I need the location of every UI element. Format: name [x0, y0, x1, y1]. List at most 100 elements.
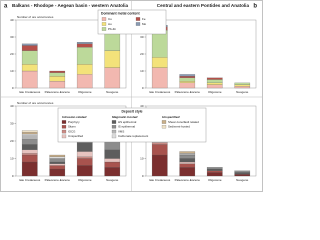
- legend-label: Au: [108, 22, 112, 26]
- bar-segment: [21, 135, 38, 140]
- panel-title: Central and eastern Pontides and Anatoli…: [157, 3, 250, 8]
- bar-segment: [104, 158, 121, 163]
- bar-segment: [21, 149, 38, 154]
- legend-swatch: [111, 129, 117, 134]
- bar-segment: [179, 82, 196, 89]
- legend-label: VMS: [118, 129, 124, 133]
- bar-segment: [234, 84, 251, 87]
- bar-segment: [104, 50, 121, 68]
- legend-swatch: [135, 17, 141, 21]
- bar-segment: [21, 70, 38, 89]
- legend-swatch: [61, 129, 67, 134]
- legend-label: Sediment-hosted: [168, 125, 190, 129]
- x-tick-label: late Cretaceous: [19, 178, 41, 182]
- figure: a Balkans - Rhodope - Aegean basin - west…: [0, 0, 263, 192]
- legend-group: Unspecified: [162, 115, 180, 119]
- bar-segment: [21, 144, 38, 150]
- x-tick-label: Oligocene: [208, 178, 222, 182]
- y-tick-label: 30: [140, 35, 144, 39]
- y-tick-label: 20: [10, 52, 14, 56]
- bar-segment: [76, 151, 93, 157]
- bar-segment: [179, 151, 196, 154]
- bar-segment: [76, 74, 93, 89]
- y-tick-label: 20: [140, 52, 144, 56]
- bar-segment: [206, 79, 223, 84]
- legend-label: IS epithermal: [118, 125, 135, 129]
- legend-label: Cu: [108, 17, 112, 21]
- bar-segment: [206, 168, 223, 171]
- legend-swatch: [101, 17, 107, 21]
- bar-segment: [234, 82, 251, 85]
- bar-segment: [76, 165, 93, 177]
- y-tick-label: 10: [10, 156, 14, 160]
- bar-segment: [76, 158, 93, 166]
- bar-segment: [179, 163, 196, 168]
- bar-segment: [179, 167, 196, 177]
- bar-segment: [21, 132, 38, 135]
- panel-label: a: [4, 4, 8, 10]
- legend-label: Unspecified: [68, 134, 83, 138]
- bar-segment: [76, 156, 93, 159]
- legend-group: Magmatic-hosted: [112, 115, 138, 119]
- bar-segment: [104, 167, 121, 177]
- bar-segment: [49, 168, 66, 177]
- bar-segment: [49, 156, 66, 159]
- bar-segment: [179, 74, 196, 77]
- bar-segment: [76, 47, 93, 65]
- legend-title: Deposit style: [121, 109, 142, 113]
- y-tick-label: 10: [140, 69, 144, 73]
- legend-group: Intrusion-related: [62, 115, 87, 119]
- y-tick-label: 40: [10, 104, 14, 108]
- legend-title: Dominant metal content: [101, 11, 140, 15]
- legend-label: Skarn: [68, 125, 76, 129]
- bar-segment: [151, 30, 168, 58]
- y-tick-label: 30: [10, 121, 14, 125]
- bar-segment: [206, 172, 223, 177]
- legend-label: HS epithermal: [118, 120, 137, 124]
- bar-segment: [179, 154, 196, 159]
- legend-swatch: [101, 22, 107, 26]
- x-tick-label: Neogene: [106, 178, 119, 182]
- x-tick-label: Neogene: [236, 178, 249, 182]
- bar-segment: [49, 81, 66, 89]
- bar-segment: [49, 154, 66, 157]
- legend-box: [57, 107, 207, 143]
- bar-segment: [206, 170, 223, 173]
- legend-swatch: [111, 125, 117, 129]
- bar-segment: [151, 57, 168, 68]
- legend-label: Mo: [142, 22, 146, 26]
- x-tick-label: Oligocene: [78, 178, 92, 182]
- bar-segment: [21, 133, 38, 136]
- x-tick-label: Neogene: [236, 90, 249, 94]
- x-tick-label: late Cretaceous: [149, 178, 171, 182]
- legend-label: Porphyry: [68, 120, 80, 124]
- bar-segment: [234, 174, 251, 177]
- bar-segment: [21, 50, 38, 65]
- y-axis-label: Number of ore occurrences: [17, 15, 54, 19]
- y-tick-label: 0: [12, 174, 14, 178]
- bar-segment: [234, 170, 251, 173]
- x-tick-label: Paleocene-Eocene: [175, 90, 201, 94]
- x-tick-label: Oligocene: [208, 90, 222, 94]
- y-tick-label: 0: [142, 86, 144, 90]
- x-tick-label: Oligocene: [78, 90, 92, 94]
- bar-segment: [76, 41, 93, 44]
- page: a Balkans - Rhodope - Aegean basin - west…: [0, 0, 263, 192]
- legend-label: IOCG: [68, 129, 76, 133]
- x-tick-label: Neogene: [106, 90, 119, 94]
- bar-segment: [104, 149, 121, 159]
- bar-segment: [49, 158, 66, 163]
- bar-segment: [49, 75, 66, 82]
- bar-segment: [21, 139, 38, 145]
- bar-segment: [21, 45, 38, 51]
- bar-segment: [151, 144, 168, 156]
- bar-segment: [49, 70, 66, 73]
- bar-segment: [179, 75, 196, 78]
- y-tick-label: 40: [140, 104, 144, 108]
- bar-segment: [179, 161, 196, 164]
- bar-segment: [21, 64, 38, 72]
- x-tick-label: Paleocene-Eocene: [175, 178, 201, 182]
- bar-segment: [21, 130, 38, 133]
- legend-label: Pb-Zn: [108, 27, 117, 31]
- bar-segment: [21, 154, 38, 163]
